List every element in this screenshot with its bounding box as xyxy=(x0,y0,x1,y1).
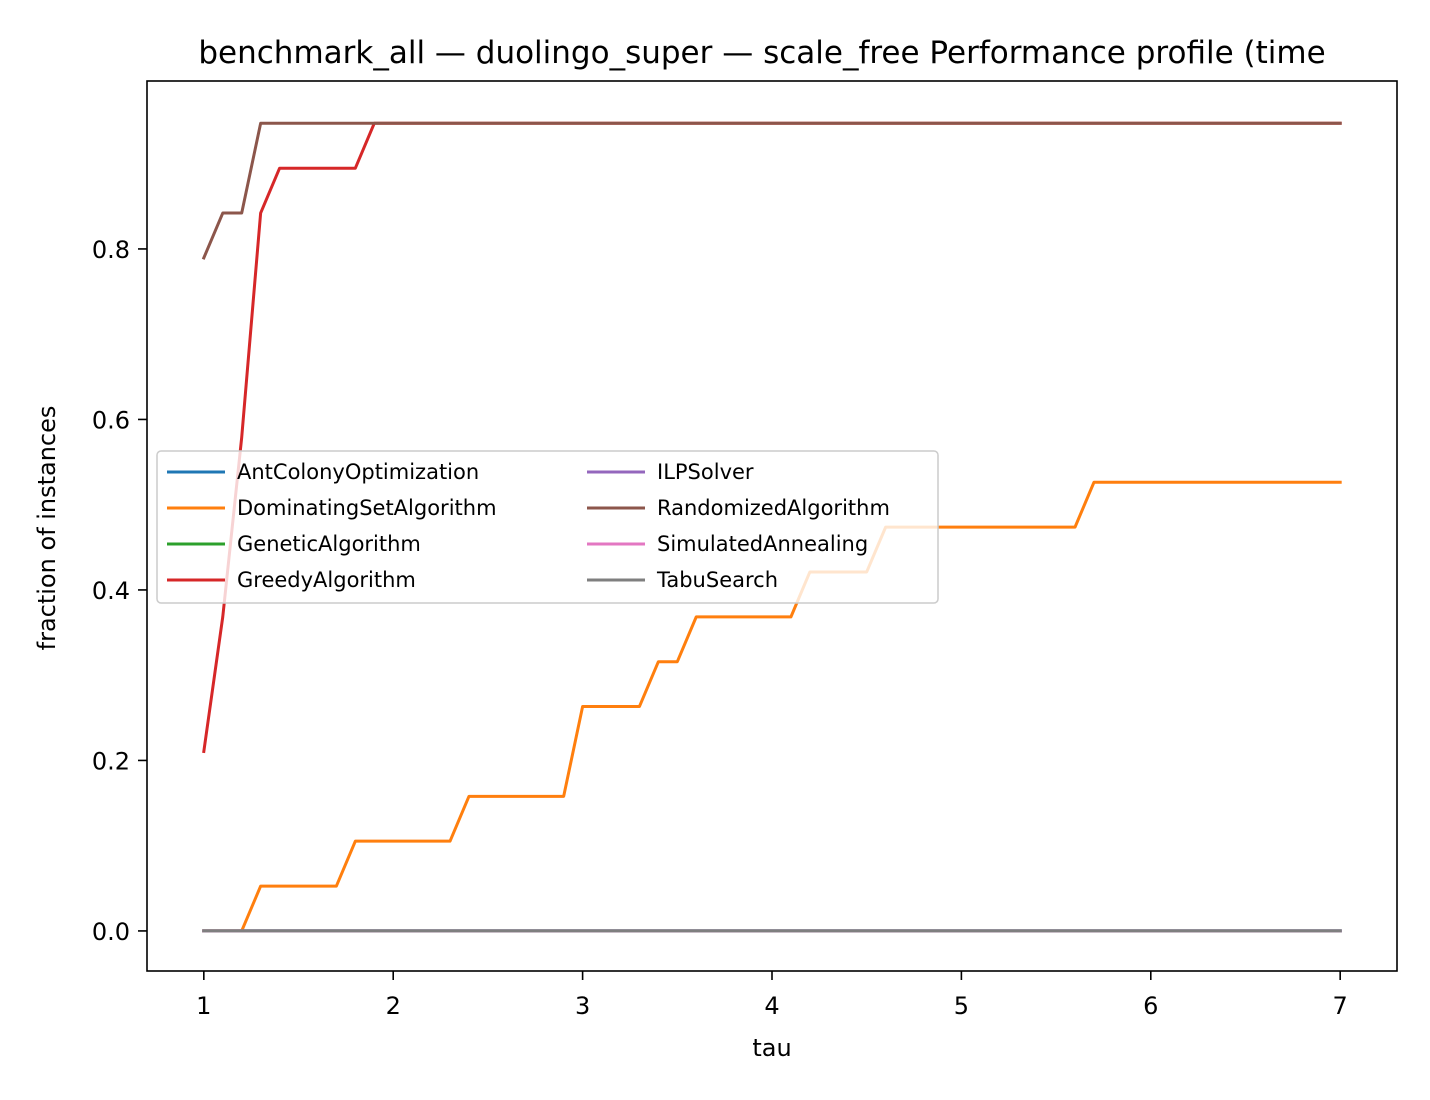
x-tick-label: 2 xyxy=(386,992,401,1020)
y-tick-label: 0.2 xyxy=(92,747,130,775)
legend-entry-ilpsolver: ILPSolver xyxy=(587,460,754,484)
y-tick-label: 0.0 xyxy=(92,918,130,946)
x-tick-label: 4 xyxy=(764,992,779,1020)
legend-label: GeneticAlgorithm xyxy=(237,532,421,556)
y-axis-label: fraction of instances xyxy=(33,406,61,651)
y-tick-label: 0.6 xyxy=(92,406,130,434)
series-line-dominating-set-algorithm xyxy=(202,480,1342,933)
x-tick-label: 6 xyxy=(1143,992,1158,1020)
legend-entry-simulated-annealing: SimulatedAnnealing xyxy=(587,532,868,556)
y-axis: 0.0 0.2 0.4 0.6 0.8 xyxy=(92,236,147,946)
legend-entry-tabu-search: TabuSearch xyxy=(587,568,778,592)
x-tick-label: 3 xyxy=(575,992,590,1020)
x-tick-label: 1 xyxy=(196,992,211,1020)
legend-label: SimulatedAnnealing xyxy=(657,532,868,556)
series-line-randomized-algorithm xyxy=(201,121,1342,260)
legend-label: AntColonyOptimization xyxy=(237,460,479,484)
legend-entry-genetic-algorithm: GeneticAlgorithm xyxy=(167,532,421,556)
legend-label: DominatingSetAlgorithm xyxy=(237,496,497,520)
legend-label: ILPSolver xyxy=(657,460,754,484)
legend: AntColonyOptimization DominatingSetAlgori… xyxy=(156,450,939,604)
y-tick-label: 0.4 xyxy=(92,577,130,605)
x-axis: 1 2 3 4 5 6 7 xyxy=(196,971,1348,1020)
legend-entry-dominating-set-algorithm: DominatingSetAlgorithm xyxy=(167,496,497,520)
y-tick-label: 0.8 xyxy=(92,236,130,264)
chart-title: benchmark_all — duolingo_super — scale_f… xyxy=(198,35,1325,71)
legend-label: GreedyAlgorithm xyxy=(237,568,416,592)
legend-frame xyxy=(156,450,939,604)
legend-entry-randomized-algorithm: RandomizedAlgorithm xyxy=(587,496,890,520)
x-axis-label: tau xyxy=(752,1034,791,1062)
x-tick-label: 5 xyxy=(954,992,969,1020)
x-tick-label: 7 xyxy=(1333,992,1348,1020)
legend-label: TabuSearch xyxy=(656,568,778,592)
legend-label: RandomizedAlgorithm xyxy=(657,496,890,520)
legend-entry-greedy-algorithm: GreedyAlgorithm xyxy=(167,568,416,592)
legend-entry-ant-colony-optimization: AntColonyOptimization xyxy=(167,460,479,484)
